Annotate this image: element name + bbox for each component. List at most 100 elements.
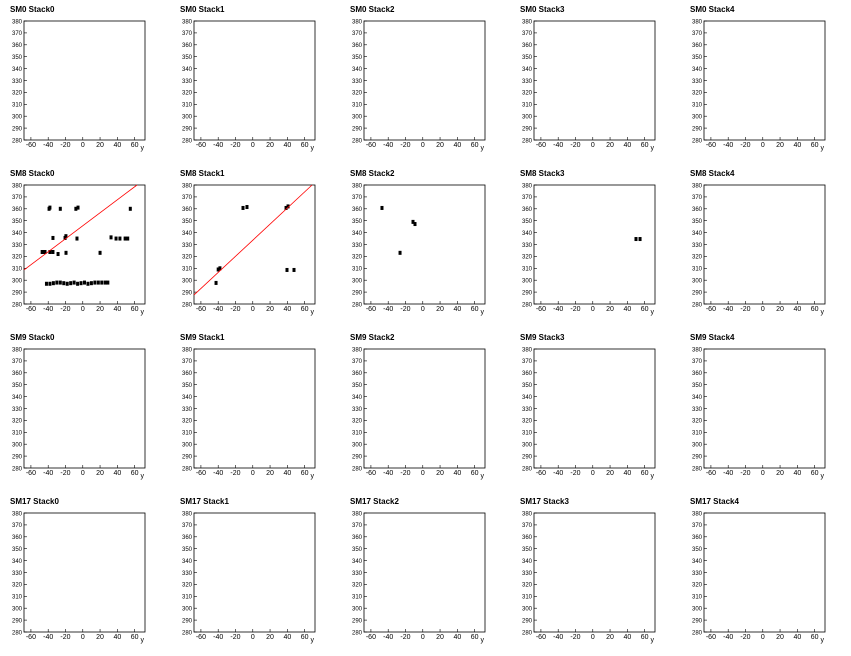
y-tick-label: 300 [352, 115, 363, 121]
x-tick-label: 20 [606, 142, 614, 149]
y-tick-label: 350 [352, 219, 363, 225]
y-tick-label: 300 [12, 279, 23, 285]
x-tick-label: 60 [301, 306, 309, 313]
point [58, 206, 62, 211]
x-axis-label: y [481, 145, 485, 152]
x-tick-label: -20 [400, 306, 410, 313]
x-tick-label: 20 [266, 306, 274, 313]
y-tick-label: 310 [352, 103, 363, 109]
x-tick-label: 40 [283, 470, 291, 477]
x-tick-label: 60 [301, 142, 309, 149]
y-tick-label: 380 [182, 347, 193, 353]
y-tick-label: 360 [352, 371, 363, 377]
chart-title: SM0 Stack0 [10, 5, 55, 14]
point [40, 249, 44, 254]
y-tick-label: 290 [12, 126, 23, 132]
x-tick-label: 60 [471, 306, 479, 313]
x-tick-label: 40 [453, 634, 461, 641]
y-tick-label: 310 [522, 595, 533, 601]
y-tick-label: 330 [12, 407, 23, 413]
chart-title: SM17 Stack4 [690, 497, 739, 506]
point [241, 205, 245, 210]
y-tick-label: 380 [352, 19, 363, 25]
x-tick-label: 40 [793, 634, 801, 641]
y-tick-label: 290 [12, 454, 23, 460]
x-tick-label: -20 [230, 470, 240, 477]
y-tick-label: 370 [692, 523, 703, 529]
plot-frame [533, 184, 656, 305]
point [218, 266, 222, 271]
y-tick-label: 340 [692, 67, 703, 73]
x-tick-label: -20 [740, 306, 750, 313]
x-tick-label: -60 [26, 142, 36, 149]
x-tick-label: -20 [60, 142, 70, 149]
x-axis-label: y [651, 309, 655, 316]
y-tick-label: 290 [692, 290, 703, 296]
y-tick-label: 280 [692, 138, 703, 144]
y-tick-label: 370 [692, 195, 703, 201]
y-tick-label: 300 [12, 607, 23, 613]
y-tick-label: 350 [522, 55, 533, 61]
y-tick-label: 350 [12, 55, 23, 61]
x-tick-label: 0 [251, 634, 255, 641]
x-tick-label: 20 [436, 142, 444, 149]
y-tick-label: 350 [182, 55, 193, 61]
x-tick-label: -40 [213, 306, 223, 313]
y-tick-label: 290 [692, 454, 703, 460]
y-tick-label: 360 [522, 43, 533, 49]
point [126, 236, 130, 241]
point [96, 280, 100, 285]
y-tick-label: 290 [182, 454, 193, 460]
y-tick-label: 360 [182, 535, 193, 541]
point [284, 205, 288, 210]
y-tick-label: 320 [692, 91, 703, 97]
x-tick-label: 0 [251, 142, 255, 149]
y-tick-label: 330 [352, 571, 363, 577]
x-tick-label: 0 [421, 142, 425, 149]
chart-title: SM9 Stack1 [180, 333, 225, 342]
y-tick-label: 350 [12, 383, 23, 389]
x-tick-label: -20 [400, 142, 410, 149]
x-tick-label: 60 [641, 306, 649, 313]
point [98, 250, 102, 255]
x-tick-label: -40 [383, 142, 393, 149]
y-tick-label: 380 [352, 183, 363, 189]
chart-title: SM9 Stack4 [690, 333, 735, 342]
x-tick-label: 0 [761, 470, 765, 477]
y-tick-label: 300 [692, 115, 703, 121]
chart-title: SM17 Stack1 [180, 497, 229, 506]
point [48, 281, 52, 286]
x-tick-label: -20 [570, 306, 580, 313]
chart-title: SM9 Stack0 [10, 333, 55, 342]
x-tick-label: -20 [740, 470, 750, 477]
y-tick-label: 300 [352, 443, 363, 449]
x-tick-label: 0 [591, 306, 595, 313]
y-tick-label: 300 [692, 443, 703, 449]
y-tick-label: 350 [182, 383, 193, 389]
y-tick-label: 360 [182, 371, 193, 377]
y-tick-label: 300 [522, 279, 533, 285]
y-tick-label: 280 [182, 302, 193, 308]
x-tick-label: -60 [536, 306, 546, 313]
y-tick-label: 380 [692, 511, 703, 517]
x-tick-label: 0 [421, 634, 425, 641]
y-tick-label: 350 [692, 383, 703, 389]
y-tick-label: 370 [182, 359, 193, 365]
y-tick-label: 310 [522, 431, 533, 437]
x-tick-label: 40 [623, 306, 631, 313]
x-tick-label: 60 [641, 142, 649, 149]
x-axis-label: y [311, 309, 315, 316]
plot-frame [193, 512, 316, 633]
y-tick-label: 370 [352, 359, 363, 365]
plot-frame [193, 348, 316, 469]
point [64, 234, 68, 239]
x-tick-label: -60 [196, 470, 206, 477]
x-tick-label: 40 [113, 306, 121, 313]
point [43, 249, 47, 254]
point [292, 267, 296, 272]
y-tick-label: 340 [522, 395, 533, 401]
x-tick-label: -40 [383, 634, 393, 641]
plot-frame [363, 184, 486, 305]
y-tick-label: 280 [12, 138, 23, 144]
point [100, 280, 104, 285]
